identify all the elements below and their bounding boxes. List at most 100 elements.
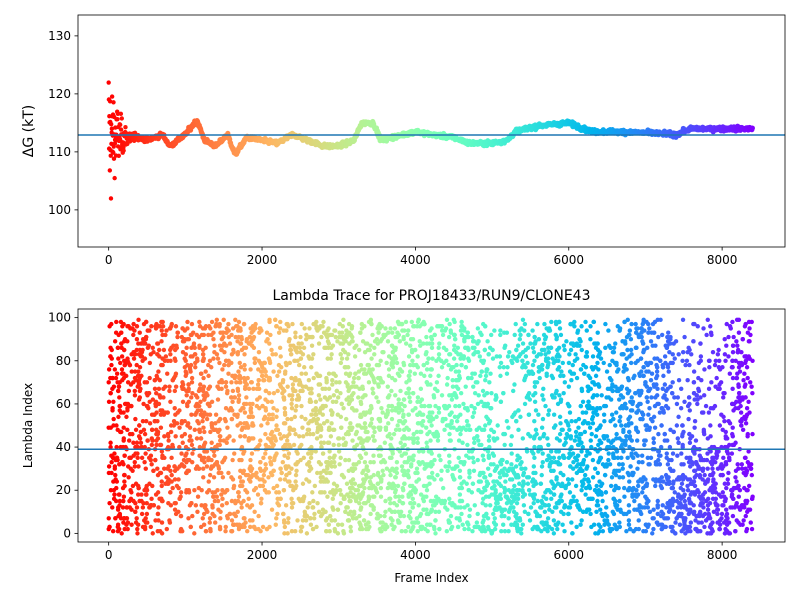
data-point [522,401,528,407]
data-point [198,382,203,387]
data-point [549,496,554,502]
data-point [706,496,711,502]
data-point [289,416,294,422]
data-point [173,324,179,329]
data-point [632,373,637,379]
data-point [239,347,245,353]
data-point [295,451,300,456]
data-point [117,403,123,409]
data-point [293,330,298,335]
data-point [745,459,751,465]
data-point [240,470,246,476]
data-point [341,317,346,322]
data-point [590,457,596,463]
data-point [574,498,579,504]
data-point [359,326,365,331]
data-point [238,341,244,346]
data-point [471,339,477,344]
data-point [331,442,336,448]
data-point [719,444,724,450]
data-point [566,360,572,366]
data-point [464,418,470,424]
data-point [665,438,670,443]
data-point [613,384,618,389]
data-point [302,326,307,331]
data-point [723,459,729,465]
data-point [510,414,515,420]
data-point [583,410,589,415]
data-point [384,466,390,471]
data-point [688,529,693,534]
data-point [192,427,197,433]
data-point [197,386,202,392]
data-point [406,412,411,417]
data-point [328,356,334,361]
data-point [614,436,619,441]
data-point [125,427,130,433]
data-point [700,477,705,482]
data-point [487,444,492,450]
axes-frame [77,14,786,248]
data-point [313,399,319,404]
data-point [705,507,711,512]
data-point [119,367,125,372]
data-point [213,520,218,525]
data-point [219,492,224,497]
data-point [139,511,145,517]
data-point [303,371,309,376]
data-point [329,332,335,338]
data-point [343,371,349,376]
data-point [504,371,510,376]
data-point [382,440,388,445]
data-point [551,425,557,430]
data-point [539,472,544,478]
data-point [133,416,138,422]
data-point [237,475,243,480]
data-point [471,384,476,389]
data-point [116,414,121,420]
data-point [285,438,290,443]
data-point [405,468,411,474]
data-point [379,406,384,411]
data-point [159,531,165,536]
data-point [246,496,251,502]
data-point [486,434,492,439]
data-point [635,483,641,489]
data-point [343,457,348,463]
data-point [263,406,268,411]
data-point [301,496,306,502]
x-tick-label: 2000 [247,253,278,267]
data-point [725,436,730,441]
data-point [707,365,712,370]
data-point [625,470,631,476]
data-point [407,509,413,514]
data-point [242,375,247,381]
data-point [200,347,206,353]
data-point [380,468,385,474]
data-point [447,321,452,327]
data-point [351,380,356,385]
data-point [135,492,141,497]
data-point [293,408,298,413]
data-point [512,483,517,489]
data-point [278,384,284,389]
data-point [540,416,546,422]
data-point [397,339,403,344]
data-point [457,492,463,497]
data-point [110,455,116,461]
data-point [170,485,175,491]
data-point [489,406,494,411]
data-point [399,529,404,534]
data-point [327,529,332,534]
data-point [413,347,418,353]
data-point [559,369,564,374]
data-point [154,410,159,415]
data-point [402,403,407,409]
data-point [131,332,136,338]
data-point [517,328,522,333]
data-point [558,470,563,476]
data-point [469,490,475,495]
data-point [292,414,298,420]
data-point [617,475,622,480]
data-point [188,362,194,368]
